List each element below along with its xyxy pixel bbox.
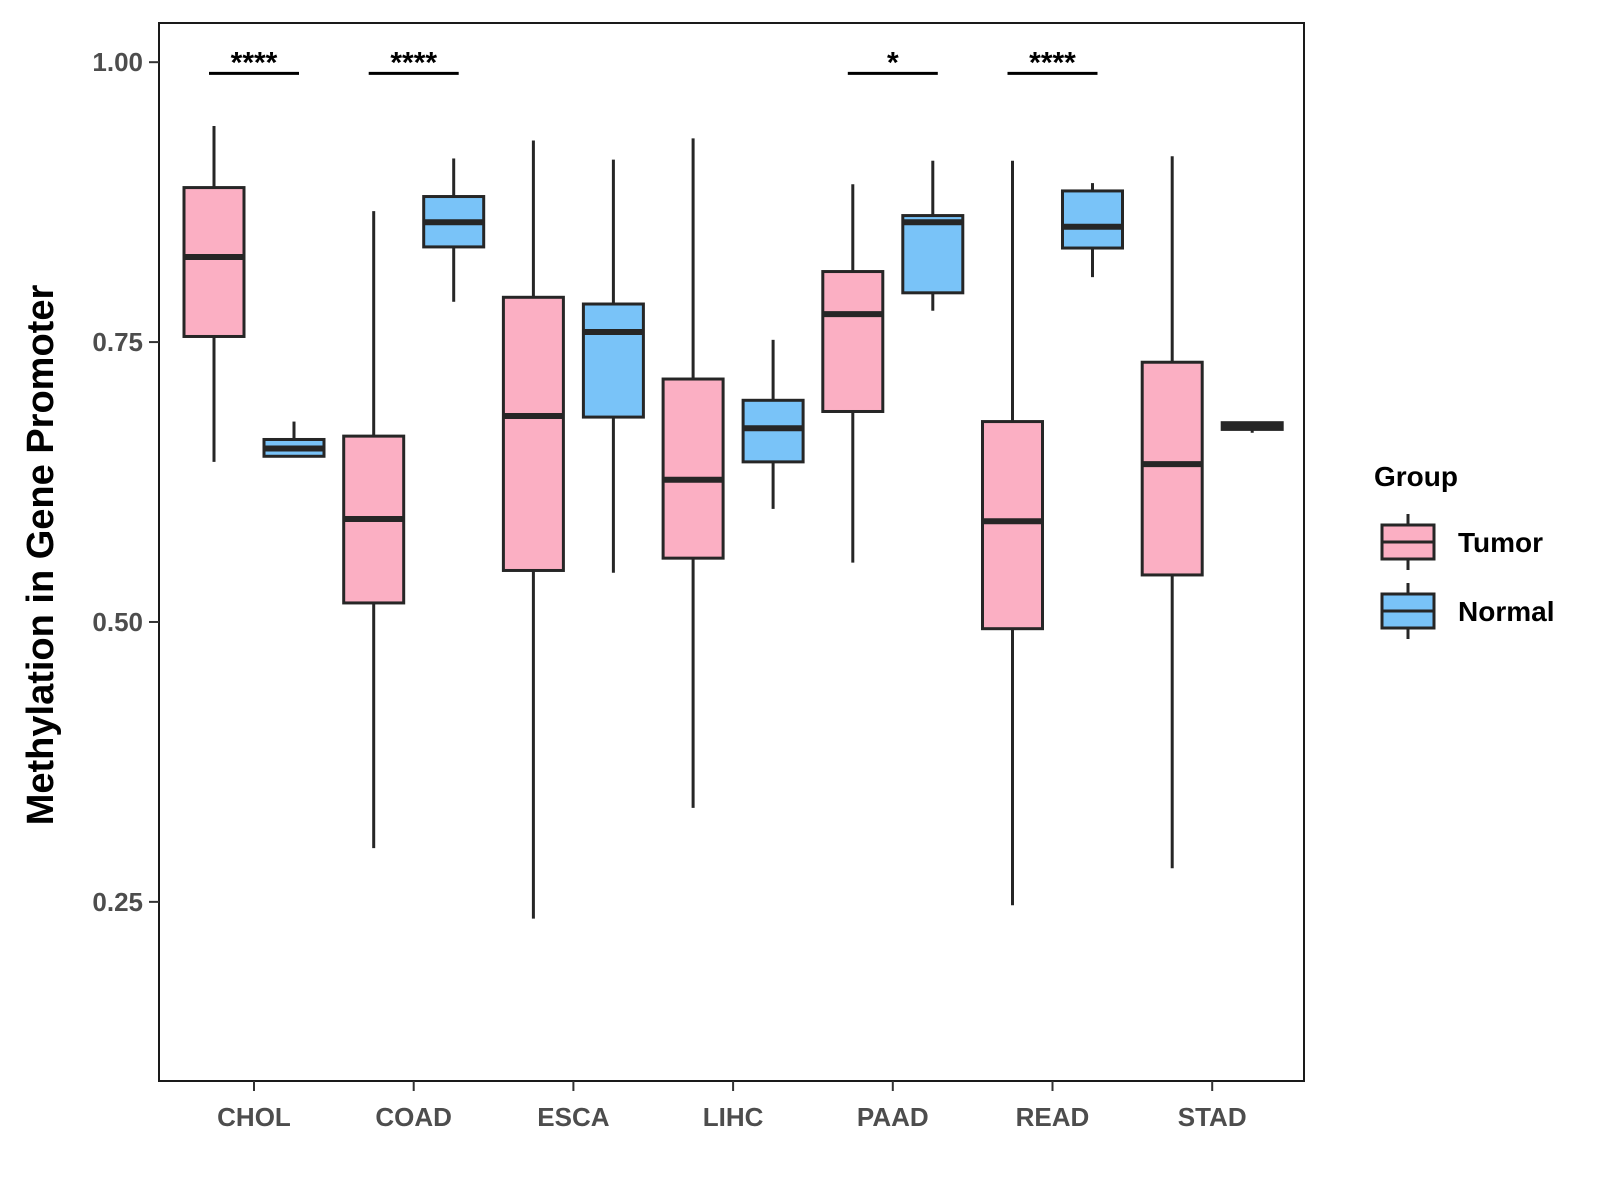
x-tick-label: PAAD [857,1102,929,1132]
y-tick-label: 1.00 [92,47,143,77]
box-tumor-stad [1140,156,1204,869]
x-tick-label: LIHC [703,1102,764,1132]
box-normal-paad [901,160,965,311]
y-tick-label: 0.25 [92,887,143,917]
box-body [901,214,965,295]
legend-title: Group [1374,461,1458,492]
y-axis-title: Methylation in Gene Promoter [20,285,62,826]
box-body [661,377,725,560]
box-tumor-lihc [661,138,725,808]
box-body [501,295,565,572]
box-tumor-read [981,160,1044,906]
box-normal-stad [1220,421,1284,433]
significance-read: **** [1007,46,1098,79]
significance-annotations: **** **** * **** [209,46,1098,79]
significance-label: * [887,46,899,79]
box-tumor-esca [501,140,565,919]
box-tumor-chol [182,126,246,462]
legend-label: Tumor [1458,527,1543,558]
legend-item-normal: Normal [1380,583,1554,639]
boxes [182,126,1284,919]
box-normal-chol [262,421,326,458]
box-body [182,186,246,338]
plot-border [158,22,1305,1082]
significance-label: **** [390,46,437,79]
significance-label: **** [231,46,278,79]
box-body [1140,360,1204,577]
legend-item-tumor: Tumor [1380,514,1543,570]
box-normal-read [1061,183,1124,278]
box-tumor-paad [821,184,885,563]
box-normal-esca [581,159,645,573]
plot-panel [158,22,1305,1082]
x-tick-label: ESCA [537,1102,609,1132]
x-tick-label: CHOL [217,1102,291,1132]
box-tumor-coad [342,211,406,849]
box-body [1061,189,1124,250]
x-tick-label: STAD [1178,1102,1247,1132]
significance-paad: * [847,46,938,79]
y-tick-label: 0.75 [92,327,143,357]
y-axis: 0.25 0.50 0.75 1.00 [92,47,159,917]
y-tick-label: 0.50 [92,607,143,637]
significance-coad: **** [368,46,459,79]
x-axis: CHOL COAD ESCA LIHC PAAD READ STAD [217,1081,1247,1132]
x-tick-label: READ [1016,1102,1090,1132]
significance-chol: **** [209,46,299,79]
significance-label: **** [1029,46,1076,79]
x-tick-label: COAD [375,1102,452,1132]
box-body [981,420,1044,631]
legend-label: Normal [1458,596,1554,627]
legend: Group Tumor Normal [1374,461,1554,639]
box-normal-lihc [741,339,805,509]
box-normal-coad [422,158,486,302]
box-body [821,270,885,413]
box-body [581,302,645,419]
